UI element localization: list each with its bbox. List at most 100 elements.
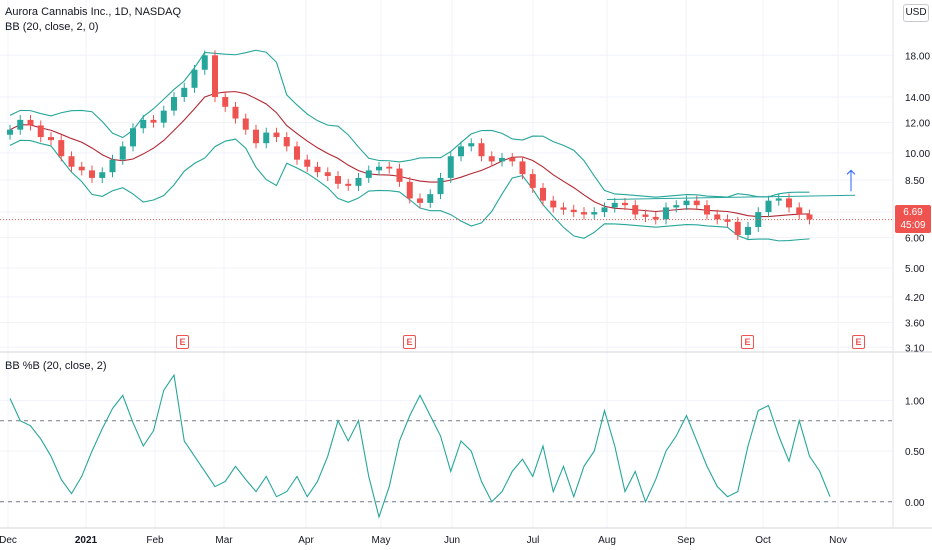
candle-body — [130, 128, 136, 147]
price-tick-label: 12.00 — [905, 119, 930, 130]
candle-body — [386, 166, 393, 169]
candle-body — [119, 146, 126, 160]
candle-body — [642, 214, 649, 217]
candlestick-series — [7, 50, 813, 240]
candle-body — [294, 146, 300, 160]
candle-body — [755, 212, 762, 227]
candle-body — [109, 159, 116, 173]
candle-body — [140, 119, 147, 129]
candle-body — [68, 156, 75, 167]
earnings-icon[interactable]: E — [403, 335, 416, 349]
candle-body — [335, 176, 341, 184]
candle-body — [345, 183, 352, 186]
price-axis[interactable]: 18.0014.0012.0010.008.507.006.005.004.20… — [905, 51, 930, 354]
price-tick-label: 10.00 — [905, 149, 930, 160]
price-tick-label: 3.10 — [905, 343, 925, 354]
candle-body — [324, 172, 331, 177]
candle-body — [222, 97, 229, 107]
candle-body — [89, 170, 95, 178]
time-tick-label: 2021 — [75, 535, 98, 546]
candle-body — [37, 125, 44, 138]
candle-body — [786, 198, 792, 208]
time-tick-label: Dec — [0, 535, 17, 546]
bar-countdown: 45:09 — [900, 220, 926, 231]
candle-body — [242, 118, 249, 130]
candle-body — [99, 172, 106, 178]
candle-body — [78, 166, 85, 171]
candle-body — [581, 212, 587, 215]
candle-body — [212, 55, 218, 98]
candle-body — [673, 205, 680, 208]
candle-body — [806, 214, 813, 220]
candle-body — [160, 110, 167, 123]
price-tick-label: 4.20 — [905, 293, 925, 304]
candle-body — [622, 202, 628, 206]
price-tick-label: 3.60 — [905, 318, 925, 329]
time-tick-label: May — [372, 535, 391, 546]
earnings-icon[interactable]: E — [852, 335, 865, 349]
chart-title: Aurora Cannabis Inc., 1D, NASDAQ — [5, 6, 182, 18]
candle-body — [447, 156, 454, 178]
candle-body — [775, 198, 782, 201]
pane-separator — [0, 0, 932, 529]
time-tick-label: Nov — [829, 535, 847, 546]
time-tick-label: Apr — [298, 535, 314, 546]
time-tick-label: Feb — [146, 535, 164, 546]
candle-body — [232, 106, 239, 119]
candle-body — [540, 187, 546, 201]
candle-body — [427, 194, 434, 203]
candle-body — [468, 143, 475, 147]
candle-body — [58, 140, 65, 157]
candle-body — [314, 166, 321, 173]
candle-body — [478, 143, 485, 157]
pctb-tick-label: 0.00 — [905, 498, 925, 509]
candle-body — [396, 168, 403, 182]
candle-body — [304, 159, 311, 167]
candle-body — [499, 157, 505, 162]
candle-body — [181, 87, 188, 98]
trend-line — [606, 194, 856, 201]
last-price-tag: 6.69 45:09 — [895, 205, 931, 233]
candle-body — [417, 198, 423, 203]
pctb-tick-label: 1.00 — [905, 396, 925, 407]
candle-body — [283, 137, 290, 147]
pctb-axis[interactable]: 1.00 0.50 0.00 — [905, 396, 925, 508]
candle-body — [150, 119, 157, 123]
currency-badge[interactable]: USD — [903, 4, 929, 22]
candle-body — [632, 205, 639, 215]
candle-body — [7, 129, 13, 135]
candle-body — [601, 207, 608, 213]
candle-body — [509, 157, 516, 162]
earnings-icon[interactable]: E — [741, 335, 754, 349]
candle-body — [765, 200, 772, 213]
candle-body — [263, 132, 270, 144]
last-price-value: 6.69 — [903, 207, 923, 218]
upper-band — [9, 49, 810, 198]
candle-body — [201, 55, 208, 70]
earnings-icon[interactable]: E — [176, 335, 189, 349]
price-tick-label: 5.00 — [905, 264, 925, 275]
time-tick-label: Oct — [755, 535, 771, 546]
candle-body — [683, 200, 690, 206]
pctb-legend[interactable]: BB %B (20, close, 2) — [5, 360, 107, 372]
candle-body — [27, 119, 34, 126]
indicator-legend[interactable]: BB (20, close, 2, 0) — [5, 21, 99, 33]
grid-lines — [0, 0, 893, 528]
candle-body — [519, 161, 526, 175]
pctb-line — [9, 373, 831, 519]
candle-body — [191, 69, 198, 88]
time-tick-label: Jul — [527, 535, 540, 546]
candle-body — [663, 207, 669, 220]
candle-body — [171, 97, 177, 111]
price-tick-label: 14.00 — [905, 93, 930, 104]
candle-body — [17, 119, 24, 130]
pctb-tick-label: 0.50 — [905, 447, 925, 458]
time-axis[interactable]: Dec 2021 Feb Mar Apr May Jun Jul Aug Sep Oct Nov — [0, 535, 847, 546]
candle-body — [796, 207, 803, 215]
time-tick-label: Aug — [598, 535, 616, 546]
candle-body — [48, 137, 54, 141]
candle-body — [745, 226, 751, 235]
candle-body — [273, 132, 280, 138]
pctb-series — [0, 373, 893, 519]
